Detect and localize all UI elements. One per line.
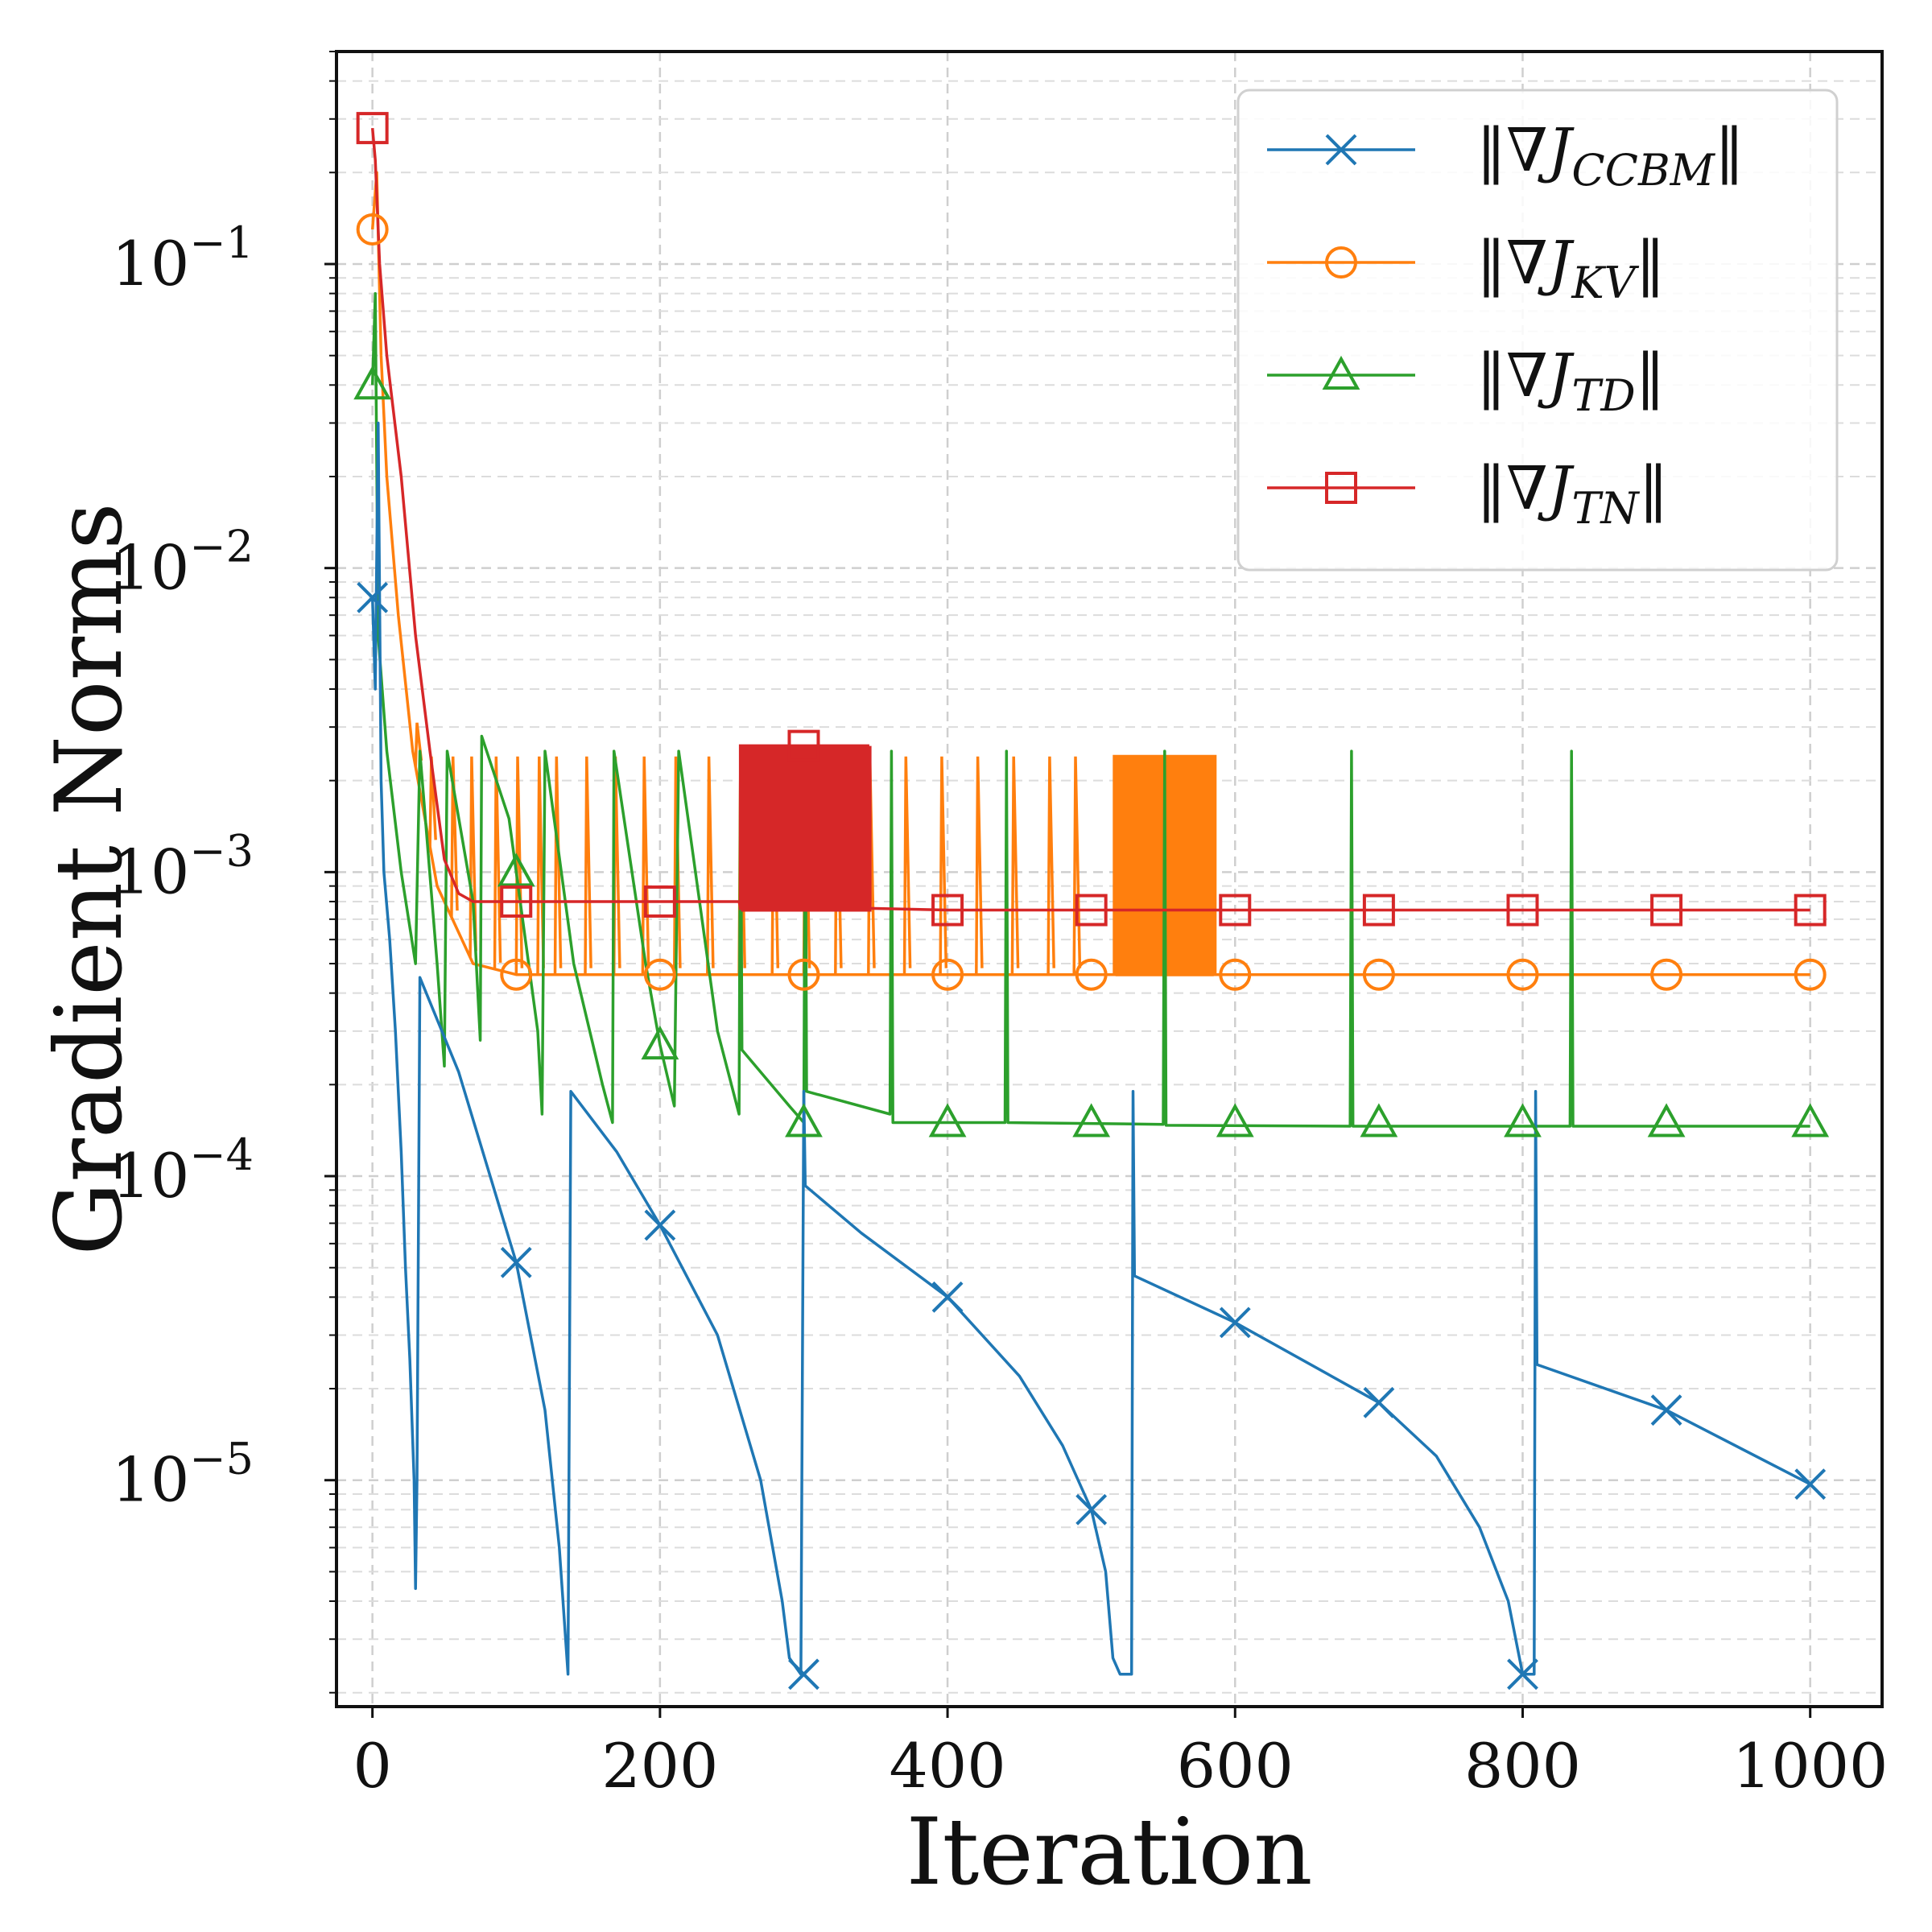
data-point-marker [1506,958,1539,991]
series-layer [370,127,1811,1676]
data-point-marker [1791,1103,1830,1137]
series-spike [975,756,984,975]
data-point-marker [357,581,389,613]
legend-marker-icon [1325,472,1357,504]
data-point-marker [497,852,535,887]
plot-frame [335,50,1884,1708]
x-tick-label: 0 [353,1730,391,1802]
x-tick-label: 400 [890,1730,1006,1802]
data-point-marker [1216,1103,1254,1137]
legend-marker-icon [1325,246,1357,279]
data-point-marker [931,894,964,927]
data-point-marker [1650,894,1683,927]
marker-layer [353,112,1830,1690]
data-point-marker [1219,894,1252,927]
data-point-marker [931,1281,964,1313]
data-point-marker [928,1103,967,1137]
data-point-marker [500,885,533,918]
ticks: 0 200 400 600 800 1000 10−5 10−4 10−3 10−2 10−1 [112,51,1888,1802]
series-spike [414,722,423,767]
x-tick-label: 1000 [1732,1730,1888,1802]
series-tn [370,127,1810,912]
data-point-marker [1219,958,1252,991]
data-point-marker [643,958,676,991]
data-point-marker [788,1658,819,1690]
series-spike [1046,756,1055,975]
y-tick-label: 10−2 [112,522,254,604]
legend-item-td: ‖∇JTD‖ [1267,341,1666,421]
series-spike [493,756,502,969]
y-tick-label: 10−4 [112,1129,254,1212]
data-point-marker [787,958,820,991]
legend-label: ‖∇JTD‖ [1476,341,1666,421]
series-spike [902,756,912,975]
data-point-marker [1360,1103,1398,1137]
legend-box [1236,89,1839,572]
data-point-marker [1072,1103,1111,1137]
data-point-marker [1650,958,1683,991]
data-point-marker [785,1103,823,1137]
data-point-marker [1506,894,1539,927]
legend-label: ‖∇JKV‖ [1476,229,1666,308]
series-ccbm [370,421,1811,1676]
y-tick-label: 10−3 [112,825,254,907]
y-axis-label: Gradient Norms [35,502,142,1255]
legend-item-tn: ‖∇JTN‖ [1267,454,1669,534]
data-point-marker [1362,958,1395,991]
markers-ccbm [357,581,1827,1690]
data-point-marker [931,958,964,991]
data-point-marker [1507,1658,1538,1690]
legend-label: ‖∇JTN‖ [1476,454,1669,534]
markers-tn [356,112,1827,927]
data-point-marker [1794,958,1827,991]
legend-marker-icon [1325,134,1357,166]
data-point-marker [353,365,392,400]
data-point-marker [644,1209,676,1241]
x-tick-label: 200 [601,1730,718,1802]
legend: ‖∇JCCBM‖ ‖∇JKV‖ ‖∇JTD‖ ‖∇JTN‖ [1236,89,1839,572]
data-point-marker [500,1246,532,1278]
data-point-marker [500,958,533,991]
data-point-marker [1794,894,1827,927]
legend-item-ccbm: ‖∇JCCBM‖ [1267,116,1744,196]
data-point-marker [356,112,389,145]
data-point-marker [787,729,820,762]
data-point-marker [356,213,389,246]
data-point-marker [1504,1103,1542,1137]
y-tick-label: 10−5 [112,1434,254,1516]
data-point-marker [1363,1386,1395,1418]
data-point-marker [1075,894,1108,927]
markers-kv [356,213,1827,991]
series-dense-oscillation [738,744,872,912]
series-spike [1010,756,1020,975]
x-tick-label: 800 [1464,1730,1581,1802]
data-point-marker [1075,1493,1108,1525]
series-td [370,291,1810,1128]
y-tick-label: 10−1 [112,217,254,299]
data-point-marker [1219,1307,1251,1339]
data-point-marker [643,885,676,918]
legend-label: ‖∇JCCBM‖ [1476,116,1744,196]
data-point-marker [1794,1468,1827,1501]
series-line [370,291,1810,1128]
data-point-marker [1075,958,1108,991]
data-point-marker [1647,1103,1686,1137]
x-axis-label: Iteration [906,1798,1312,1905]
markers-td [353,365,1830,1137]
legend-marker-icon [1322,355,1360,390]
legend-item-kv: ‖∇JKV‖ [1267,229,1666,308]
data-point-marker [1362,894,1395,927]
series-line [370,421,1811,1676]
data-point-marker [1650,1394,1682,1426]
data-point-marker [641,1026,679,1060]
series-spike [450,756,459,918]
x-tick-label: 600 [1177,1730,1294,1802]
series-spike [939,756,948,975]
